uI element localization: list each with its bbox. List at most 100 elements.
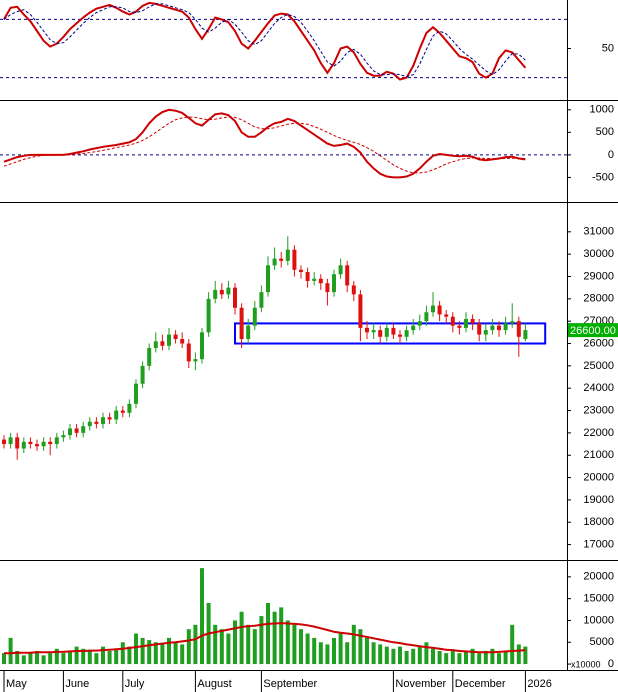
x-tick-label: May — [6, 678, 27, 690]
candle-body — [94, 421, 99, 424]
candle-body — [120, 410, 125, 413]
candle-body — [21, 441, 26, 449]
y-tick-label: 17000 — [583, 539, 614, 551]
indicator-line — [3, 108, 526, 179]
candle-body — [398, 334, 402, 337]
volume-bar — [450, 650, 455, 665]
volume-bar — [147, 640, 152, 665]
volume-bar — [338, 633, 343, 665]
candle-body — [305, 272, 310, 281]
last-price-label: 26600.00 — [570, 325, 616, 337]
candle-body — [186, 343, 191, 362]
candle-body — [457, 325, 462, 328]
volume-bar — [516, 644, 521, 665]
frame — [0, 0, 618, 671]
candle-body — [358, 294, 363, 328]
volume-bar — [483, 650, 488, 665]
y-tick-label: 500 — [596, 126, 614, 138]
volume-bar — [424, 642, 429, 665]
volume-bar — [444, 653, 449, 665]
candle-body — [200, 332, 204, 360]
x-tick-label: June — [65, 678, 89, 690]
candle-body — [437, 305, 442, 315]
volume-bar — [41, 655, 46, 665]
candle-body — [8, 437, 13, 445]
volume-bar — [167, 637, 171, 665]
candle-body — [444, 314, 449, 317]
candle-body — [153, 341, 158, 348]
volume-bar — [259, 616, 264, 665]
candle-body — [272, 258, 277, 266]
candle-body — [206, 298, 211, 333]
volume-bar — [35, 650, 39, 665]
volume-bar — [21, 655, 26, 665]
candle-body — [424, 312, 429, 322]
range-box — [234, 322, 547, 345]
y-tick-label: 20000 — [583, 571, 614, 583]
candle-body — [378, 330, 383, 337]
volume-bar — [371, 642, 376, 665]
candle-body — [417, 321, 422, 326]
candle-body — [325, 283, 330, 293]
candle-body — [292, 249, 297, 270]
candle-body — [41, 441, 46, 447]
volume-bar — [272, 611, 277, 665]
candle-body — [107, 417, 112, 420]
volume-bar — [81, 648, 86, 665]
x-tick-label: 2026 — [527, 678, 551, 690]
candle-body — [140, 365, 145, 384]
volume-bar — [120, 642, 125, 665]
candle-body — [464, 318, 468, 328]
volume-bar — [411, 648, 416, 665]
volume-bar — [239, 611, 244, 665]
candle-body — [127, 403, 132, 413]
candle-body — [483, 330, 488, 335]
y-tick-label: 15000 — [583, 593, 614, 605]
volume-bar — [68, 650, 72, 665]
volume-bar — [2, 653, 6, 665]
volume-bar — [193, 624, 198, 665]
volume-bar — [107, 650, 112, 665]
volume-bar — [15, 650, 20, 665]
y-tick-label: 0 — [608, 149, 614, 161]
candle-body — [338, 265, 343, 275]
volume-bar — [74, 646, 79, 665]
candle-body — [431, 305, 435, 313]
volume-bar — [173, 642, 178, 665]
candle-body — [147, 347, 152, 366]
candle-body — [134, 383, 138, 404]
x-tick-label: December — [455, 678, 506, 690]
volume-bar — [404, 650, 409, 665]
y-tick-label: 30000 — [583, 248, 614, 260]
volume-bar — [358, 629, 363, 665]
volume-bar — [378, 644, 383, 665]
candle-body — [318, 278, 323, 284]
volume-bar — [464, 650, 468, 665]
candle-body — [101, 417, 105, 424]
volume-bar — [94, 653, 99, 665]
volume-unit: x10000 — [571, 659, 601, 669]
volume-bar — [503, 650, 508, 665]
candle-body — [68, 428, 72, 436]
volume-bar — [332, 637, 336, 665]
y-tick-label: 31000 — [583, 226, 614, 238]
volume-bar — [200, 568, 204, 665]
indicator-line — [3, 3, 526, 78]
candle-body — [193, 359, 198, 362]
y-tick-label: 28000 — [583, 293, 614, 305]
candle-body — [233, 287, 237, 308]
volume-bar — [398, 646, 402, 665]
candle-body — [266, 265, 270, 293]
candle-body — [450, 316, 455, 326]
volume-bar — [101, 646, 105, 665]
candle-body — [523, 330, 528, 340]
volume-bar — [325, 644, 330, 665]
y-tick-label: 23000 — [583, 404, 614, 416]
candle-body — [28, 441, 33, 445]
y-tick-label: 18000 — [583, 516, 614, 528]
candle-body — [15, 437, 20, 449]
candle-body — [312, 278, 317, 281]
candle-body — [470, 318, 475, 324]
volume-bar — [285, 620, 290, 665]
